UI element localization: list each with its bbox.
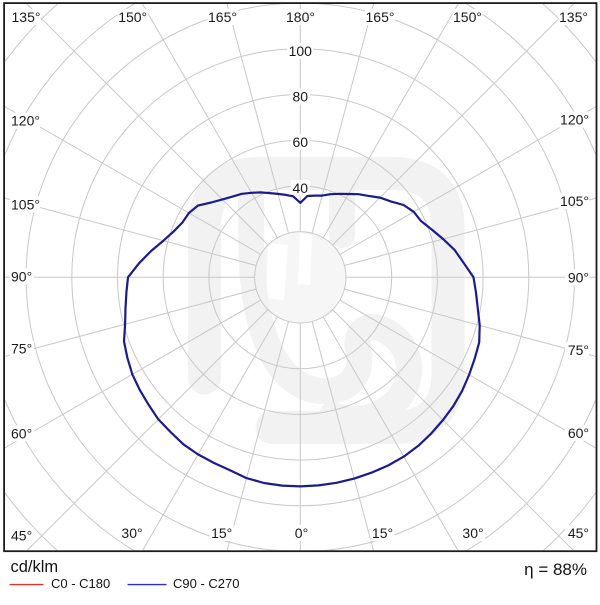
svg-text:120°: 120° <box>11 113 40 129</box>
svg-text:105°: 105° <box>560 193 589 209</box>
svg-text:15°: 15° <box>372 525 393 541</box>
svg-text:η = 88%: η = 88% <box>524 560 587 579</box>
svg-text:60: 60 <box>293 134 309 150</box>
svg-text:120°: 120° <box>560 112 589 128</box>
svg-text:105°: 105° <box>11 196 40 212</box>
svg-text:180°: 180° <box>286 9 315 25</box>
svg-text:60°: 60° <box>568 425 589 441</box>
svg-text:C0 - C180: C0 - C180 <box>51 576 110 591</box>
svg-text:60°: 60° <box>11 425 32 441</box>
svg-text:75°: 75° <box>568 342 589 358</box>
svg-text:100: 100 <box>289 43 313 59</box>
svg-text:135°: 135° <box>559 9 588 25</box>
svg-text:30°: 30° <box>121 525 142 541</box>
svg-text:90°: 90° <box>568 269 589 285</box>
svg-text:45°: 45° <box>11 528 32 544</box>
svg-text:C90 - C270: C90 - C270 <box>173 576 239 591</box>
svg-text:80: 80 <box>293 89 309 105</box>
svg-text:150°: 150° <box>118 9 147 25</box>
svg-text:75°: 75° <box>11 341 32 357</box>
svg-text:165°: 165° <box>366 9 395 25</box>
svg-text:0°: 0° <box>295 525 308 541</box>
svg-text:150°: 150° <box>453 9 482 25</box>
svg-text:15°: 15° <box>211 525 232 541</box>
svg-text:165°: 165° <box>208 9 237 25</box>
svg-text:45°: 45° <box>568 525 589 541</box>
svg-text:cd/klm: cd/klm <box>11 558 59 576</box>
svg-text:90°: 90° <box>11 269 32 285</box>
svg-text:135°: 135° <box>12 9 41 25</box>
svg-text:40: 40 <box>293 180 309 196</box>
svg-text:30°: 30° <box>462 525 483 541</box>
